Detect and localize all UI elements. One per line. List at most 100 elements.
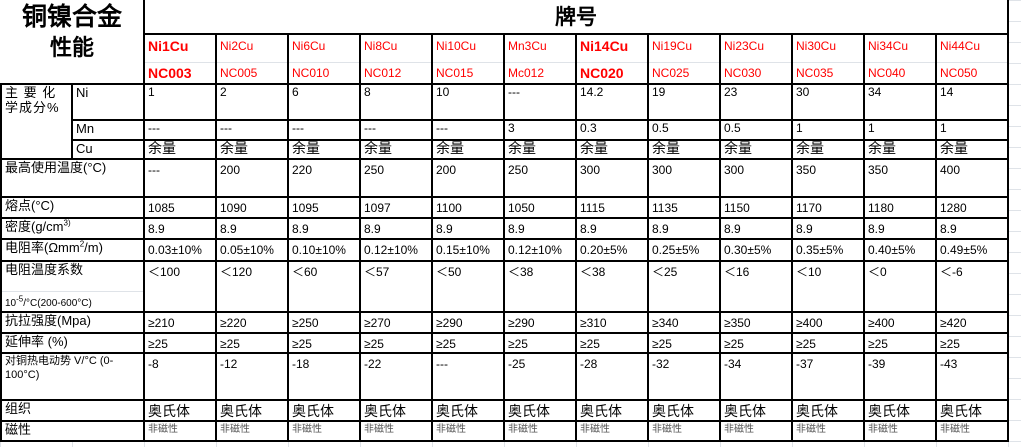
value-cell: 200 <box>431 158 505 198</box>
grade-name: Ni44Cu <box>935 33 1009 63</box>
label-suffix: /m) <box>84 240 103 255</box>
value-cell: ≥420 <box>935 311 1009 334</box>
property-label-text: 电阻温度系数 <box>5 262 84 277</box>
value-cell: -34 <box>719 352 793 401</box>
grade-code: NC030 <box>719 62 793 85</box>
value-cell: 0.15±10% <box>431 238 505 262</box>
property-label-text: 磁性 <box>5 422 32 437</box>
value-cell: ＜16 <box>719 260 793 313</box>
value-cell: 奥氏体 <box>287 399 361 422</box>
grade-name: Ni8Cu <box>359 33 433 63</box>
brand-header: 牌号 <box>143 0 1009 35</box>
value-cell: 非磁性 <box>647 420 721 442</box>
value-cell: ＜25 <box>647 260 721 313</box>
value-cell: 1115 <box>575 196 649 219</box>
value-cell: 0.03±10% <box>143 238 217 262</box>
empty-header-cell <box>1 62 144 84</box>
value-cell: ≥25 <box>647 332 721 354</box>
value-cell: 300 <box>719 158 793 198</box>
value-cell: 奥氏体 <box>719 399 793 422</box>
value-cell: ≥25 <box>719 332 793 354</box>
grade-name: Ni6Cu <box>287 33 361 63</box>
table-row: Cu 余量 余量 余量 余量 余量 余量 余量 余量 余量 余量 余量 余量 <box>1 139 1009 160</box>
value-cell: 0.49±5% <box>935 238 1009 262</box>
value-cell: 0.05±10% <box>215 238 289 262</box>
value-cell: 0.5 <box>719 119 793 141</box>
value-cell: ≥25 <box>791 332 865 354</box>
value-cell: 34 <box>863 83 937 121</box>
element-label: Cu <box>71 139 145 160</box>
value-cell: 奥氏体 <box>647 399 721 422</box>
value-cell: ≥25 <box>503 332 577 354</box>
unit-superscript: -5 <box>16 294 24 304</box>
value-cell: 8.9 <box>359 217 433 240</box>
value-cell: 1170 <box>791 196 865 219</box>
table-row: 对铜热电动势 V/°C (0-100°C) -8 -12 -18 -22 --- -25 -2… <box>0 352 1009 401</box>
value-cell: 非磁性 <box>431 420 505 442</box>
table-row: 密度(g/cm3) 8.9 8.9 8.9 8.9 8.9 8.9 8.9 8.9 8.9 8.9 8… <box>0 217 1009 240</box>
property-label: 电阻率(Ωmm2/m) <box>0 238 145 262</box>
value-cell: --- <box>215 119 289 141</box>
grade-name: Ni10Cu <box>431 33 505 63</box>
value-cell: 余量 <box>863 139 937 160</box>
element-label: Ni <box>71 83 145 121</box>
value-cell: 非磁性 <box>935 420 1009 442</box>
value-cell: 1135 <box>647 196 721 219</box>
value-cell: 1 <box>143 83 217 121</box>
grade-code: Mc012 <box>503 62 577 85</box>
value-cell: 余量 <box>575 139 649 160</box>
value-cell: 奥氏体 <box>863 399 937 422</box>
grade-code: NC015 <box>431 62 505 85</box>
value-cell: 余量 <box>431 139 505 160</box>
value-cell: 非磁性 <box>143 420 217 442</box>
unit-suffix: /°C(200-600°C) <box>23 298 92 309</box>
property-label-text: 抗拉强度(Mpa) <box>5 313 91 328</box>
value-cell: 1090 <box>215 196 289 219</box>
value-cell: -43 <box>935 352 1009 401</box>
property-label: 延伸率 (%) <box>0 332 145 354</box>
value-cell: ≥290 <box>503 311 577 334</box>
value-cell: 30 <box>791 83 865 121</box>
value-cell: 1100 <box>431 196 505 219</box>
value-cell: -37 <box>791 352 865 401</box>
value-cell: ≥290 <box>431 311 505 334</box>
grade-name: Ni30Cu <box>791 33 865 63</box>
grade-code: NC012 <box>359 62 433 85</box>
value-cell: 1 <box>935 119 1009 141</box>
value-cell: 8.9 <box>431 217 505 240</box>
value-cell: ＜120 <box>215 260 289 313</box>
value-cell: 8.9 <box>791 217 865 240</box>
value-cell: 余量 <box>287 139 361 160</box>
label-superscript: 2 <box>79 239 85 249</box>
value-cell: 0.35±5% <box>791 238 865 262</box>
value-cell: ≥25 <box>215 332 289 354</box>
property-label-text: 对铜热电动势 V/°C (0-100°C) <box>5 355 114 381</box>
value-cell: --- <box>431 352 505 401</box>
value-cell: 0.40±5% <box>863 238 937 262</box>
value-cell: -12 <box>215 352 289 401</box>
value-cell: 余量 <box>503 139 577 160</box>
value-cell: 奥氏体 <box>215 399 289 422</box>
table-row: 电阻温度系数 10-5/°C(200-600°C) ＜100 ＜120 ＜60 ＜57 ＜5… <box>0 260 1009 313</box>
grade-name: Ni34Cu <box>863 33 937 63</box>
composition-label: 主 要 化 学成分% <box>0 83 73 160</box>
value-cell: 1180 <box>863 196 937 219</box>
value-cell: 1280 <box>935 196 1009 219</box>
property-label-unit: 10-5/°C(200-600°C) <box>3 291 142 310</box>
property-label: 抗拉强度(Mpa) <box>0 311 145 334</box>
grade-code: NC040 <box>863 62 937 85</box>
value-cell: 奥氏体 <box>791 399 865 422</box>
label-superscript: 3) <box>63 218 71 228</box>
value-cell: 19 <box>647 83 721 121</box>
value-cell: ≥400 <box>791 311 865 334</box>
grade-name: Ni2Cu <box>215 33 289 63</box>
grade-name: Mn3Cu <box>503 33 577 63</box>
value-cell: 3 <box>503 119 577 141</box>
grade-code: NC035 <box>791 62 865 85</box>
value-cell: 0.30±5% <box>719 238 793 262</box>
value-cell: ≥210 <box>143 311 217 334</box>
value-cell: ＜0 <box>863 260 937 313</box>
value-cell: -22 <box>359 352 433 401</box>
grade-code: NC050 <box>935 62 1009 85</box>
value-cell: ＜100 <box>143 260 217 313</box>
